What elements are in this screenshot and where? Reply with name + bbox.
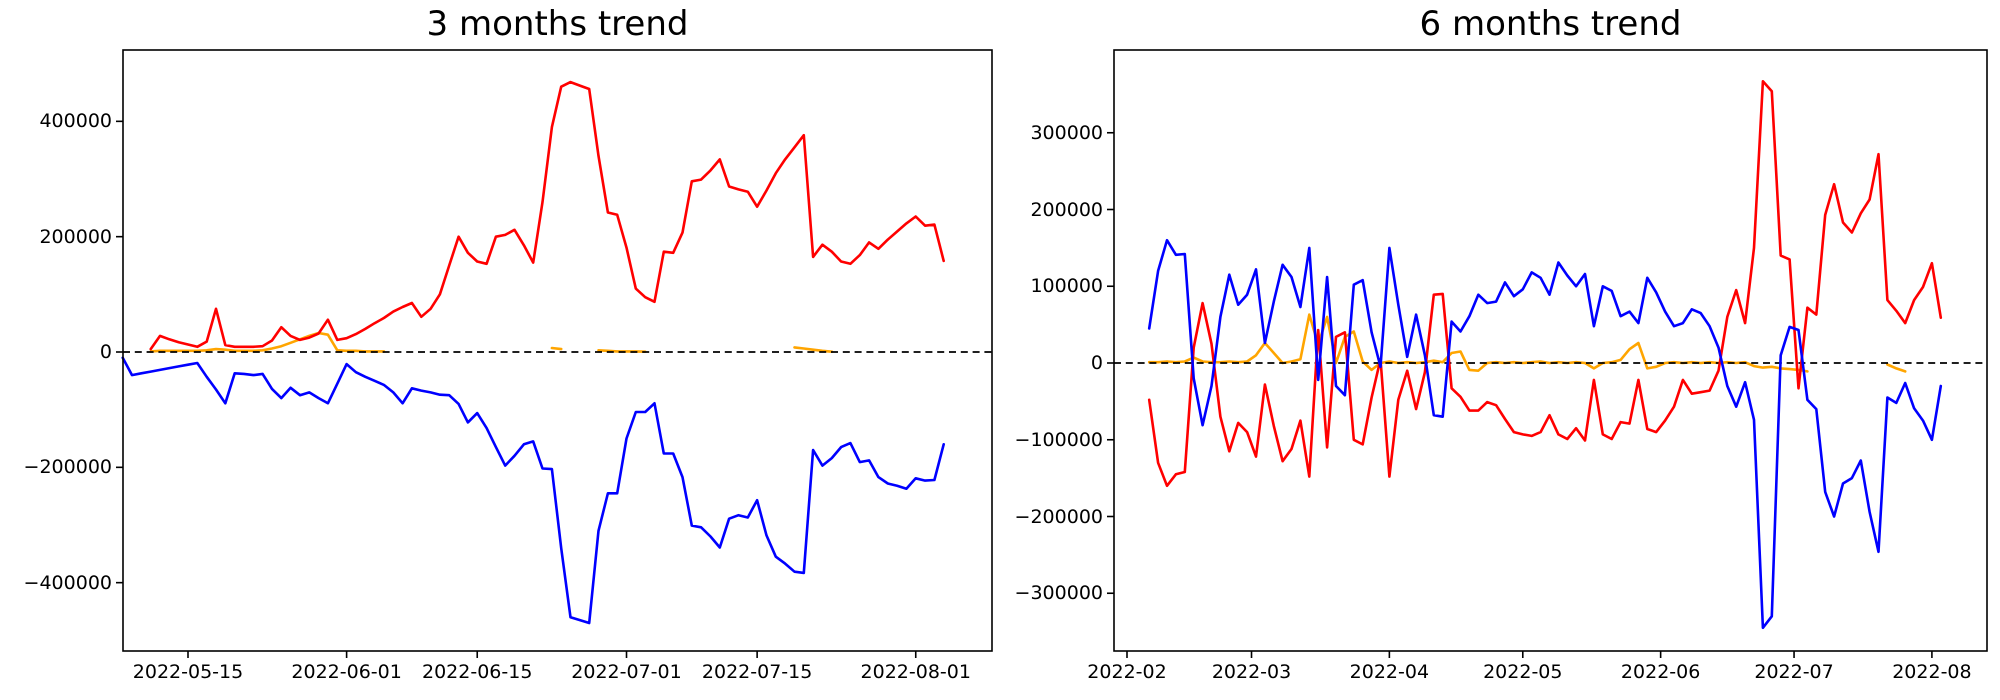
y-tick-label: 0 (99, 341, 112, 363)
y-tick-label: −300000 (1014, 582, 1103, 605)
y-tick-label: 100000 (1030, 275, 1103, 298)
x-tick-label: 2022-06-01 (291, 661, 402, 683)
series_orange-line (149, 331, 834, 354)
series_blue-line (1147, 238, 1943, 630)
y-tick-label: −400000 (23, 571, 112, 594)
x-tick-label: 2022-07 (1754, 661, 1834, 683)
chart-6-months-trend (1107, 49, 1988, 658)
y-tick-label: 200000 (39, 225, 112, 248)
plot-border (1113, 49, 1988, 652)
chart-title-3-months: 3 months trend (426, 4, 689, 44)
x-tick-label: 2022-08 (1892, 661, 1972, 683)
y-tick-label: 300000 (1030, 121, 1103, 144)
x-tick-label: 2022-08-01 (860, 661, 971, 683)
x-tick-label: 2022-06 (1620, 661, 1701, 683)
x-tick-label: 2022-05-15 (132, 661, 244, 683)
x-tick-label: 2022-07-15 (701, 661, 813, 683)
x-tick-label: 2022-02 (1087, 661, 1167, 683)
x-tick-label: 2022-06-15 (422, 661, 533, 683)
x-tick-label: 2022-05 (1483, 661, 1563, 683)
chart-title-6-months: 6 months trend (1419, 4, 1682, 44)
x-tick-label: 2022-03 (1211, 661, 1292, 683)
y-tick-label: −100000 (1014, 428, 1103, 451)
x-tick-label: 2022-07-01 (571, 661, 682, 683)
chart-3-months-trend (116, 49, 993, 658)
y-tick-label: 400000 (39, 110, 112, 133)
x-tick-label: 2022-04 (1349, 661, 1430, 683)
y-tick-label: 200000 (1030, 198, 1103, 221)
series_red-line (1147, 80, 1943, 488)
series_blue-line (121, 356, 946, 625)
y-tick-label: −200000 (23, 456, 112, 479)
plot-border (122, 49, 993, 652)
series_red-line (149, 80, 946, 351)
y-tick-label: −200000 (1014, 505, 1103, 528)
y-tick-label: 0 (1090, 352, 1103, 374)
